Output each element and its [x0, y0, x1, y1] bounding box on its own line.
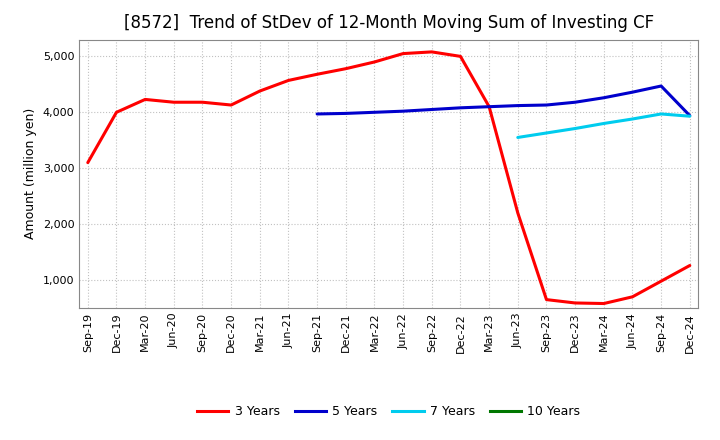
7 Years: [513, 135, 522, 140]
5 Years: [657, 83, 665, 88]
5 Years: [312, 111, 321, 117]
7 Years: [571, 126, 580, 131]
3 Years: [628, 294, 636, 300]
3 Years: [341, 66, 350, 71]
Line: 5 Years: 5 Years: [317, 86, 690, 116]
Y-axis label: Amount (million yen): Amount (million yen): [24, 108, 37, 239]
5 Years: [428, 107, 436, 112]
5 Years: [571, 99, 580, 105]
7 Years: [542, 130, 551, 136]
3 Years: [399, 51, 408, 56]
Line: 3 Years: 3 Years: [88, 52, 690, 304]
5 Years: [628, 89, 636, 95]
3 Years: [485, 104, 493, 109]
7 Years: [657, 111, 665, 117]
3 Years: [84, 160, 92, 165]
3 Years: [428, 49, 436, 55]
5 Years: [485, 104, 493, 109]
3 Years: [456, 54, 465, 59]
7 Years: [685, 114, 694, 119]
5 Years: [370, 110, 379, 115]
5 Years: [600, 95, 608, 100]
7 Years: [628, 116, 636, 121]
3 Years: [685, 263, 694, 268]
7 Years: [600, 121, 608, 126]
3 Years: [513, 210, 522, 216]
3 Years: [370, 59, 379, 65]
3 Years: [600, 301, 608, 306]
5 Years: [685, 113, 694, 118]
3 Years: [571, 301, 580, 306]
Title: [8572]  Trend of StDev of 12-Month Moving Sum of Investing CF: [8572] Trend of StDev of 12-Month Moving…: [124, 15, 654, 33]
Line: 7 Years: 7 Years: [518, 114, 690, 137]
Legend: 3 Years, 5 Years, 7 Years, 10 Years: 3 Years, 5 Years, 7 Years, 10 Years: [192, 400, 585, 423]
3 Years: [112, 110, 121, 115]
5 Years: [513, 103, 522, 108]
3 Years: [312, 72, 321, 77]
3 Years: [657, 279, 665, 284]
5 Years: [341, 111, 350, 116]
3 Years: [542, 297, 551, 302]
3 Years: [284, 78, 293, 83]
5 Years: [542, 103, 551, 108]
3 Years: [169, 99, 178, 105]
5 Years: [456, 105, 465, 110]
3 Years: [198, 99, 207, 105]
3 Years: [227, 103, 235, 108]
3 Years: [256, 88, 264, 94]
5 Years: [399, 109, 408, 114]
3 Years: [141, 97, 150, 102]
